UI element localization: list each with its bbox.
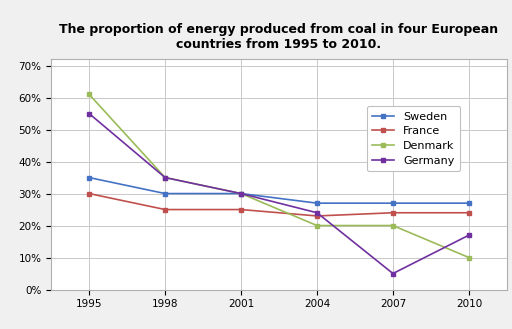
- Line: Germany: Germany: [87, 112, 471, 276]
- Title: The proportion of energy produced from coal in four European
countries from 1995: The proportion of energy produced from c…: [59, 23, 499, 51]
- France: [86, 191, 92, 195]
- France: [466, 211, 472, 215]
- Germany: [314, 211, 320, 215]
- Germany: [86, 112, 92, 115]
- Sweden: [238, 191, 244, 195]
- Line: Denmark: Denmark: [87, 92, 471, 260]
- France: [390, 211, 396, 215]
- Line: France: France: [87, 191, 471, 218]
- Denmark: [466, 256, 472, 260]
- France: [238, 208, 244, 212]
- Sweden: [162, 191, 168, 195]
- Denmark: [238, 191, 244, 195]
- Sweden: [466, 201, 472, 205]
- Sweden: [390, 201, 396, 205]
- Line: Sweden: Sweden: [87, 175, 471, 205]
- Germany: [390, 271, 396, 275]
- Germany: [238, 191, 244, 195]
- Germany: [162, 176, 168, 180]
- Denmark: [162, 176, 168, 180]
- Denmark: [86, 92, 92, 96]
- France: [162, 208, 168, 212]
- Sweden: [314, 201, 320, 205]
- Germany: [466, 233, 472, 237]
- Denmark: [314, 224, 320, 228]
- Legend: Sweden, France, Denmark, Germany: Sweden, France, Denmark, Germany: [367, 106, 460, 171]
- Denmark: [390, 224, 396, 228]
- France: [314, 214, 320, 218]
- Sweden: [86, 176, 92, 180]
